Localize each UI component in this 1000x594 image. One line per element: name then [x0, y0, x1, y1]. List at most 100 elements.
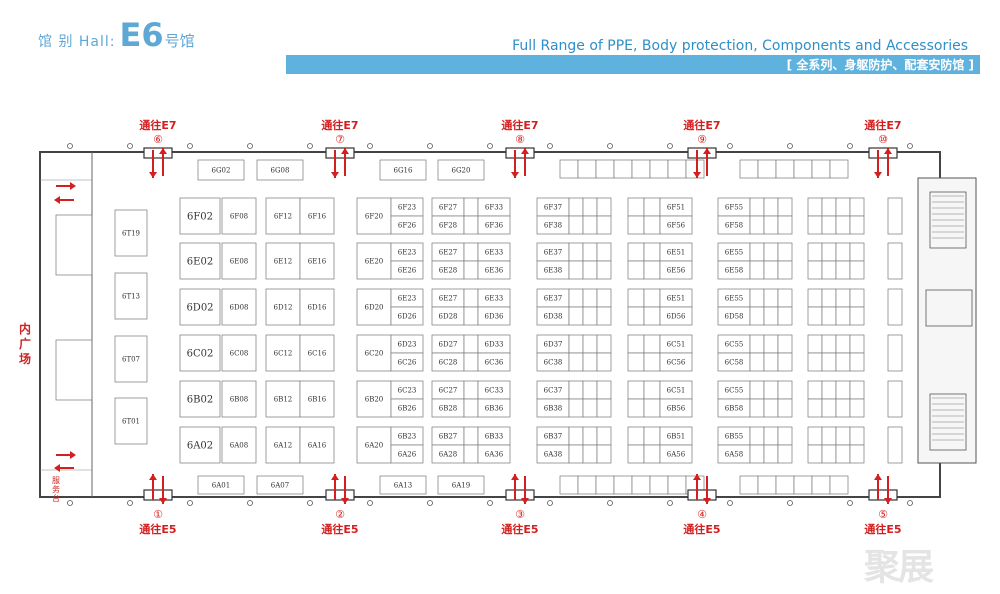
booth-small[interactable]	[595, 475, 615, 495]
booth-small[interactable]	[749, 426, 765, 446]
booth-small[interactable]	[777, 334, 793, 354]
booth-small[interactable]	[568, 334, 584, 354]
booth-small[interactable]	[739, 159, 759, 179]
booth-small[interactable]	[835, 215, 851, 235]
booth-small[interactable]	[568, 242, 584, 262]
booth-small[interactable]	[763, 352, 779, 372]
booth-small[interactable]	[582, 380, 598, 400]
door-top[interactable]	[505, 147, 535, 159]
door-bottom[interactable]	[868, 489, 898, 501]
booth-small[interactable]	[596, 352, 612, 372]
booth-small[interactable]	[887, 426, 903, 464]
booth-small[interactable]	[763, 380, 779, 400]
booth-small[interactable]	[463, 288, 479, 308]
booth-small[interactable]	[631, 159, 651, 179]
booth[interactable]	[265, 334, 301, 372]
door-bottom[interactable]	[325, 489, 355, 501]
booth-top[interactable]	[379, 159, 427, 181]
booth-small[interactable]	[582, 426, 598, 446]
booth[interactable]	[659, 398, 693, 418]
booth-small[interactable]	[568, 426, 584, 446]
booth-large[interactable]	[179, 426, 221, 464]
booth-small[interactable]	[463, 426, 479, 446]
booth[interactable]	[477, 444, 511, 464]
booth-small[interactable]	[582, 398, 598, 418]
booth-small[interactable]	[807, 197, 823, 217]
booth-small[interactable]	[685, 159, 705, 179]
booth-small[interactable]	[807, 426, 823, 446]
booth-small[interactable]	[887, 380, 903, 418]
booth-small[interactable]	[568, 352, 584, 372]
booth-small[interactable]	[763, 444, 779, 464]
booth-small[interactable]	[559, 159, 579, 179]
booth[interactable]	[299, 242, 335, 280]
booth-small[interactable]	[749, 380, 765, 400]
door-bottom[interactable]	[143, 489, 173, 501]
booth[interactable]	[299, 426, 335, 464]
booth-small[interactable]	[463, 398, 479, 418]
booth-small[interactable]	[793, 159, 813, 179]
booth-small[interactable]	[643, 288, 661, 308]
door-top[interactable]	[143, 147, 173, 159]
booth[interactable]	[299, 380, 335, 418]
booth[interactable]	[659, 260, 693, 280]
booth-top[interactable]	[437, 159, 485, 181]
booth-small[interactable]	[463, 444, 479, 464]
booth-small[interactable]	[749, 334, 765, 354]
booth-small[interactable]	[849, 334, 865, 354]
booth-small[interactable]	[835, 306, 851, 326]
booth-small[interactable]	[821, 426, 837, 446]
booth-top[interactable]	[256, 159, 304, 181]
booth-small[interactable]	[807, 334, 823, 354]
booth-small[interactable]	[568, 288, 584, 308]
booth-small[interactable]	[582, 215, 598, 235]
booth-small[interactable]	[463, 215, 479, 235]
booth[interactable]	[390, 260, 424, 280]
booth-small[interactable]	[596, 215, 612, 235]
booth-small[interactable]	[835, 197, 851, 217]
booth-small[interactable]	[777, 215, 793, 235]
booth-small[interactable]	[627, 242, 645, 262]
booth-small[interactable]	[849, 380, 865, 400]
booth-small[interactable]	[643, 398, 661, 418]
booth-small[interactable]	[821, 242, 837, 262]
booth-small[interactable]	[849, 260, 865, 280]
booth-small[interactable]	[777, 288, 793, 308]
booth-small[interactable]	[463, 242, 479, 262]
booth-top[interactable]	[197, 159, 245, 181]
booth[interactable]	[390, 444, 424, 464]
booth-small[interactable]	[627, 260, 645, 280]
booth[interactable]	[299, 197, 335, 235]
booth-small[interactable]	[568, 398, 584, 418]
booth-small[interactable]	[777, 444, 793, 464]
booth-left[interactable]	[114, 209, 148, 257]
booth-small[interactable]	[627, 306, 645, 326]
booth[interactable]	[221, 426, 257, 464]
booth[interactable]	[390, 398, 424, 418]
booth-small[interactable]	[749, 306, 765, 326]
booth-small[interactable]	[596, 197, 612, 217]
booth-small[interactable]	[627, 352, 645, 372]
booth-small[interactable]	[811, 475, 831, 495]
booth-small[interactable]	[643, 444, 661, 464]
booth-small[interactable]	[596, 426, 612, 446]
booth-left[interactable]	[114, 335, 148, 383]
booth-small[interactable]	[596, 306, 612, 326]
booth-small[interactable]	[582, 288, 598, 308]
booth-small[interactable]	[577, 159, 597, 179]
booth-small[interactable]	[627, 197, 645, 217]
booth-small[interactable]	[835, 426, 851, 446]
booth[interactable]	[390, 306, 424, 326]
booth-small[interactable]	[777, 306, 793, 326]
booth-small[interactable]	[849, 215, 865, 235]
booth[interactable]	[659, 352, 693, 372]
booth-small[interactable]	[649, 475, 669, 495]
booth-small[interactable]	[849, 197, 865, 217]
booth-small[interactable]	[643, 380, 661, 400]
booth[interactable]	[477, 306, 511, 326]
door-top[interactable]	[868, 147, 898, 159]
booth-small[interactable]	[763, 215, 779, 235]
booth-small[interactable]	[849, 444, 865, 464]
booth[interactable]	[265, 197, 301, 235]
booth-small[interactable]	[777, 260, 793, 280]
